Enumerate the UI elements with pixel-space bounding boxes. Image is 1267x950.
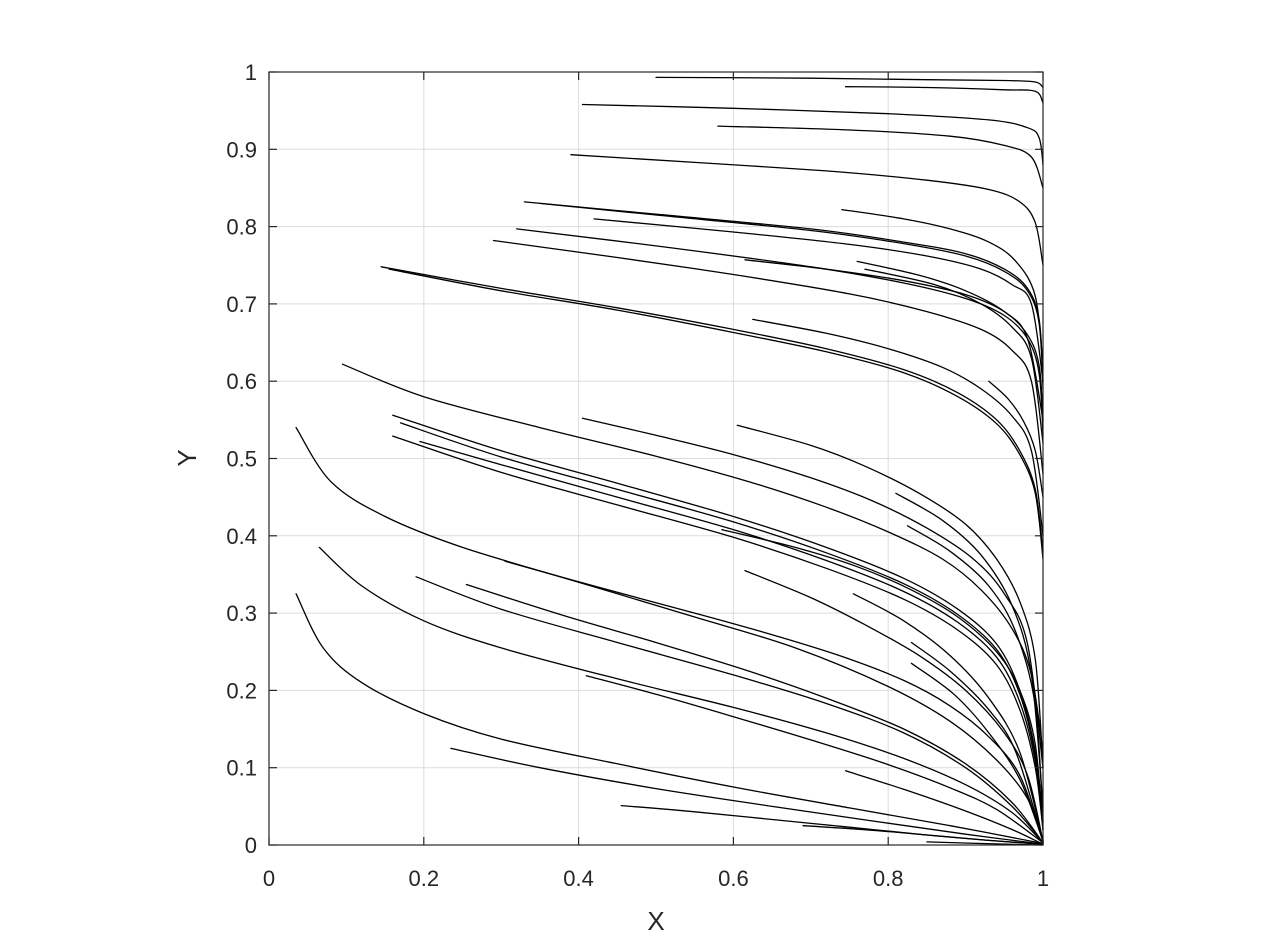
- y-tick-label: 0.9: [226, 137, 257, 162]
- trajectory-line-4: [717, 125, 1044, 189]
- x-tick-label: 0.4: [563, 866, 594, 891]
- y-tick-label: 0.5: [226, 447, 257, 472]
- x-axis-label: X: [647, 906, 664, 936]
- trajectory-line-26: [721, 528, 1044, 831]
- trajectory-line-37: [465, 583, 1044, 844]
- x-tick-labels: 0 0.2 0.4 0.6 0.8 1: [263, 866, 1049, 891]
- trajectory-layer: [295, 76, 1044, 846]
- trajectory-line-9: [516, 228, 1044, 436]
- trajectory-line-25: [392, 435, 1044, 831]
- trajectory-line-8: [593, 218, 1044, 382]
- trajectory-line-14: [864, 268, 1044, 444]
- y-tick-label: 0.2: [226, 678, 257, 703]
- x-tick-label: 0.2: [409, 866, 440, 891]
- trajectory-line-2: [844, 86, 1044, 104]
- y-tick-label: 0.8: [226, 215, 257, 240]
- trajectory-line-12: [744, 259, 1044, 421]
- trajectory-line-7: [539, 202, 1044, 390]
- trajectory-line-34: [910, 662, 1044, 842]
- trajectory-line-3: [581, 103, 1044, 166]
- x-tick-label: 1: [1037, 866, 1049, 891]
- x-tick-label: 0.6: [718, 866, 749, 891]
- trajectory-line-43: [802, 825, 1044, 845]
- y-tick-label: 0.7: [226, 292, 257, 317]
- trajectory-line-20: [581, 417, 1044, 769]
- trajectory-line-17: [752, 318, 1044, 537]
- y-tick-label: 0.3: [226, 601, 257, 626]
- trajectory-line-29: [295, 426, 1044, 842]
- trajectory-line-6: [523, 201, 1044, 382]
- y-tick-label: 1: [245, 60, 257, 85]
- trajectory-line-28: [906, 525, 1044, 823]
- trajectory-line-16: [388, 268, 1044, 560]
- trajectory-line-41: [844, 770, 1044, 845]
- y-axis-label: Y: [172, 449, 202, 466]
- trajectory-line-21: [736, 424, 1044, 769]
- trajectory-line-40: [450, 747, 1044, 845]
- trajectory-line-36: [415, 576, 1044, 844]
- trajectory-line-18: [988, 380, 1044, 498]
- y-tick-label: 0.6: [226, 369, 257, 394]
- trajectory-line-11: [841, 208, 1044, 367]
- trajectory-line-32: [852, 593, 1044, 842]
- trajectory-line-13: [856, 260, 1044, 421]
- trajectory-line-38: [585, 675, 1044, 844]
- trajectory-line-23: [399, 422, 1044, 823]
- y-tick-label: 0: [245, 833, 257, 858]
- y-tick-label: 0.4: [226, 524, 257, 549]
- y-tick-labels: 0 0.1 0.2 0.3 0.4 0.5 0.6 0.7 0.8 0.9 1: [226, 60, 257, 858]
- trajectory-line-1: [655, 76, 1044, 89]
- trajectory-line-33: [910, 641, 1044, 842]
- trajectory-line-5: [570, 154, 1044, 266]
- x-tick-label: 0: [263, 866, 275, 891]
- trajectory-line-35: [318, 546, 1044, 844]
- trajectory-line-39: [295, 593, 1044, 845]
- trajectory-line-10: [492, 239, 1044, 475]
- tick-marks: [268, 71, 1044, 846]
- trajectory-line-15: [380, 266, 1044, 552]
- trajectory-line-24: [419, 440, 1044, 831]
- trajectory-line-19: [341, 363, 1044, 753]
- x-tick-label: 0.8: [873, 866, 904, 891]
- y-tick-label: 0.1: [226, 756, 257, 781]
